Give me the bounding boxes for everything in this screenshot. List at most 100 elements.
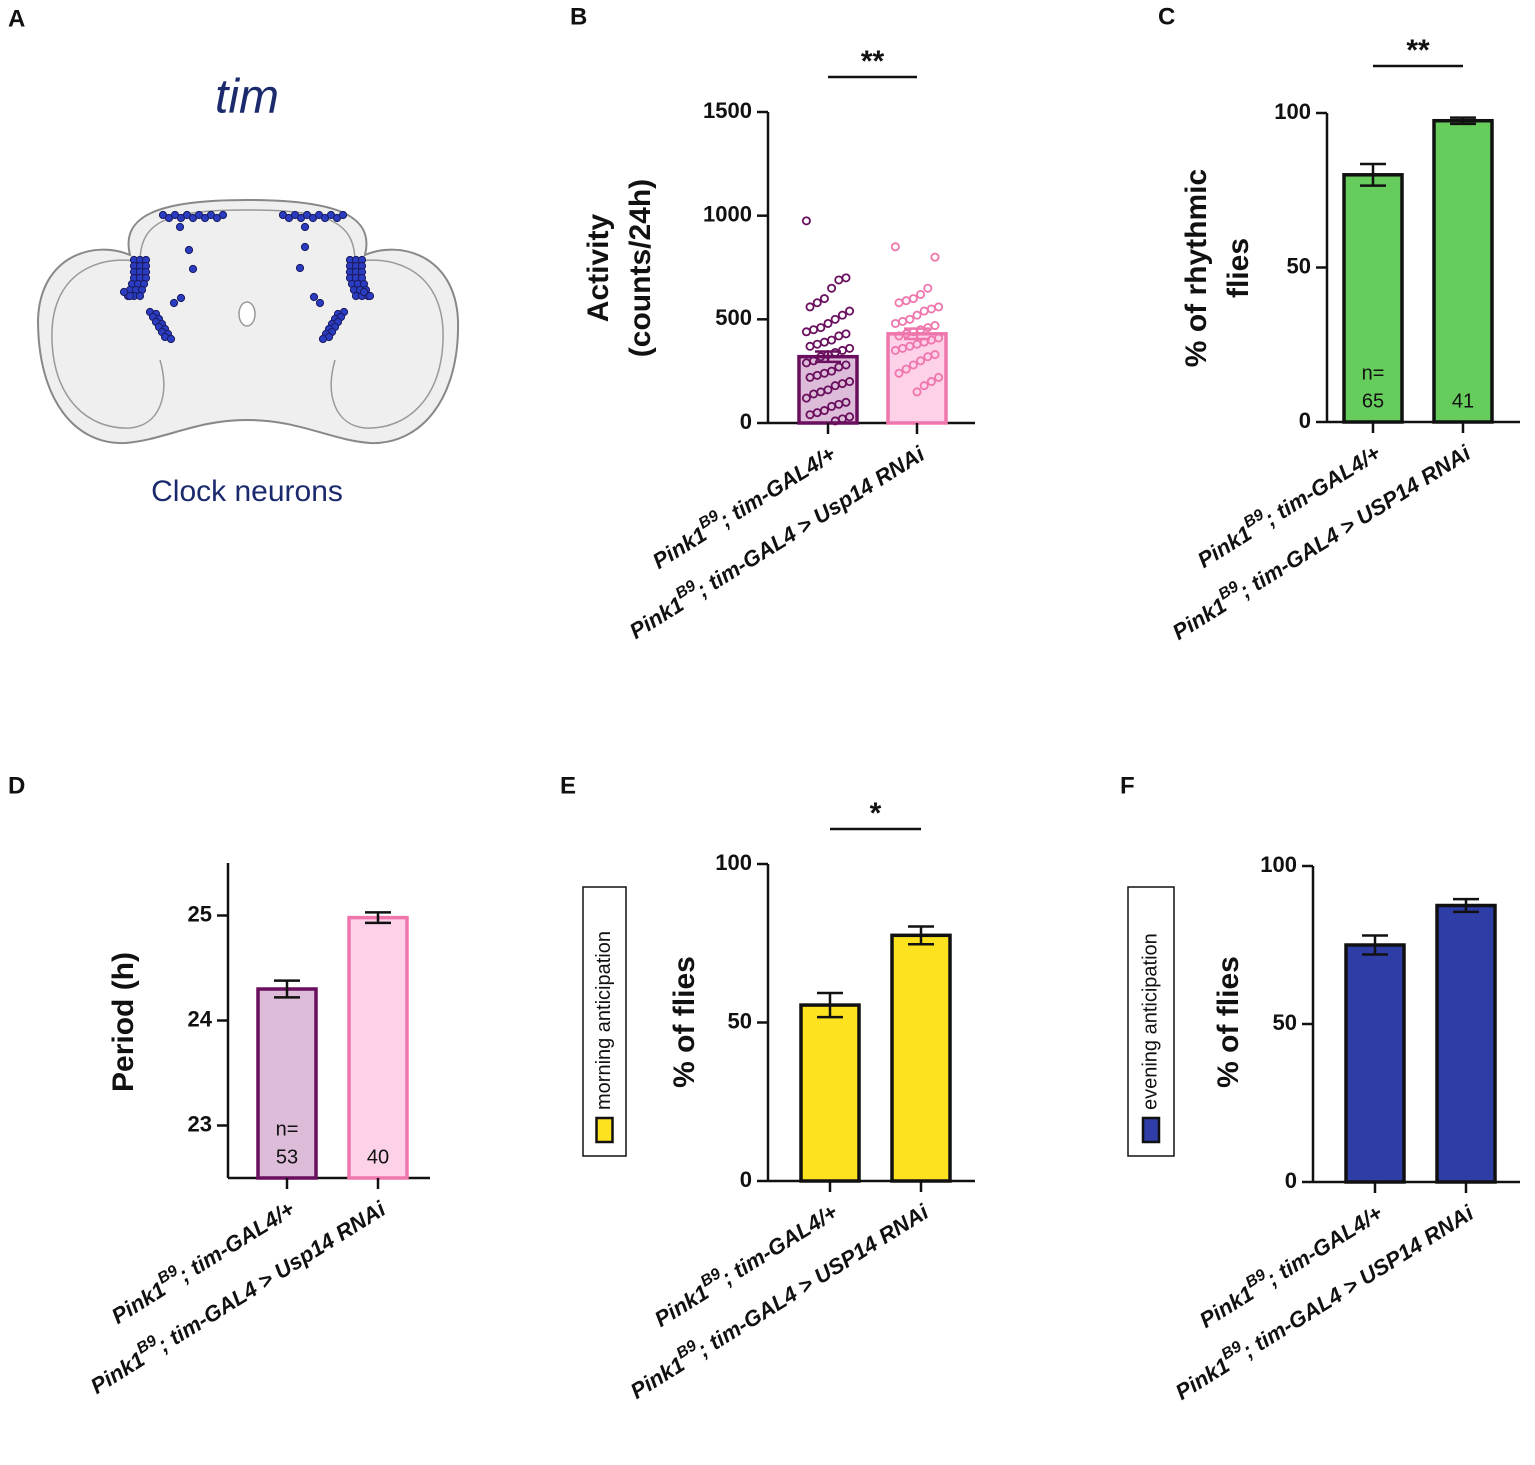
- neuron: [318, 334, 328, 344]
- data-point: [819, 337, 829, 347]
- y-tick-label: 50: [1287, 253, 1311, 278]
- y-tick-label: 0: [1285, 1168, 1297, 1193]
- neuron: [175, 222, 185, 232]
- error-bar: [274, 979, 300, 999]
- error-bar: [1453, 897, 1479, 914]
- neuron: [184, 245, 194, 255]
- y-tick-label: 100: [715, 850, 752, 875]
- neuron: [295, 263, 305, 273]
- bar-label: 53: [276, 1146, 298, 1168]
- data-point: [816, 352, 826, 362]
- bar: [1344, 943, 1406, 1184]
- bar: [347, 915, 409, 1180]
- y-tick-label: 24: [188, 1006, 213, 1031]
- diagram-caption: Clock neurons: [151, 475, 343, 508]
- error-bar: [1362, 934, 1388, 956]
- esophagus: [238, 301, 256, 327]
- legend-swatch: [595, 1116, 614, 1144]
- data-point: [834, 275, 844, 285]
- data-point: [901, 296, 911, 306]
- neuron: [135, 291, 145, 301]
- data-point: [894, 331, 904, 341]
- legend-box: [1127, 886, 1175, 1157]
- data-point: [890, 345, 900, 355]
- significance: *: [870, 797, 882, 830]
- y-axis-title: % of flies: [668, 956, 701, 1088]
- y-axis-title: (counts/24h): [624, 179, 657, 357]
- panel-label: E: [560, 772, 576, 799]
- data-point: [809, 325, 819, 335]
- y-tick-label: 0: [1299, 408, 1311, 433]
- central-brain: [139, 209, 356, 263]
- significance: **: [1406, 34, 1430, 67]
- data-point: [930, 321, 940, 331]
- y-tick-label: 25: [188, 901, 212, 926]
- panel-a: A tim Clock neurons: [8, 5, 460, 508]
- bar: [1342, 173, 1404, 424]
- data-point: [837, 310, 847, 320]
- data-point: [912, 310, 922, 320]
- data-point: [801, 327, 811, 337]
- neuron: [166, 334, 176, 344]
- data-point: [805, 302, 815, 312]
- y-axis-title: % of rhythmic: [1180, 169, 1213, 367]
- data-point: [812, 339, 822, 349]
- data-point: [916, 289, 926, 299]
- data-point: [830, 416, 840, 426]
- bar-label: 41: [1452, 390, 1474, 412]
- legend-label: evening anticipation: [1139, 933, 1161, 1110]
- data-point: [827, 283, 837, 293]
- data-point: [898, 316, 908, 326]
- data-point: [801, 216, 811, 226]
- data-point: [805, 410, 815, 420]
- data-point: [827, 401, 837, 411]
- error-bar: [1360, 162, 1386, 187]
- y-tick-label: 500: [715, 305, 752, 330]
- data-point: [908, 294, 918, 304]
- data-point: [805, 372, 815, 382]
- neuron: [300, 222, 310, 232]
- data-point: [801, 358, 811, 368]
- data-point: [830, 314, 840, 324]
- bar-label: 65: [1362, 390, 1384, 412]
- data-point: [801, 393, 811, 403]
- data-point: [830, 381, 840, 391]
- bar-label: 40: [367, 1146, 389, 1168]
- data-point: [819, 294, 829, 304]
- neuron: [359, 287, 369, 297]
- data-point: [901, 364, 911, 374]
- panel-label: D: [8, 772, 25, 799]
- error-bar: [817, 991, 843, 1019]
- y-tick-label: 50: [728, 1008, 752, 1033]
- data-point: [809, 389, 819, 399]
- data-point: [823, 318, 833, 328]
- bar-label: n=: [1362, 362, 1385, 384]
- error-bar: [908, 925, 934, 946]
- data-point: [923, 283, 933, 293]
- neuron: [125, 291, 135, 301]
- neuron: [338, 210, 348, 220]
- data-point: [845, 306, 855, 316]
- data-point: [916, 356, 926, 366]
- data-point: [919, 381, 929, 391]
- panel-label: B: [570, 3, 587, 30]
- y-tick-label: 100: [1274, 99, 1311, 124]
- panel-label: C: [1158, 3, 1175, 30]
- clock-neurons: [119, 210, 375, 344]
- bar: [799, 1003, 861, 1183]
- neuron: [315, 298, 325, 308]
- y-axis-title: Activity: [582, 214, 615, 323]
- bar: [1432, 118, 1494, 424]
- data-point: [912, 387, 922, 397]
- optic-lobe-right: [330, 259, 444, 429]
- data-point: [834, 362, 844, 372]
- legend-box: [582, 886, 627, 1157]
- neuron: [309, 292, 319, 302]
- data-point: [919, 306, 929, 316]
- data-point: [908, 360, 918, 370]
- legend-label: morning anticipation: [593, 931, 615, 1110]
- neuron: [218, 210, 228, 220]
- data-point: [841, 273, 851, 283]
- data-point: [894, 298, 904, 308]
- data-point: [834, 331, 844, 341]
